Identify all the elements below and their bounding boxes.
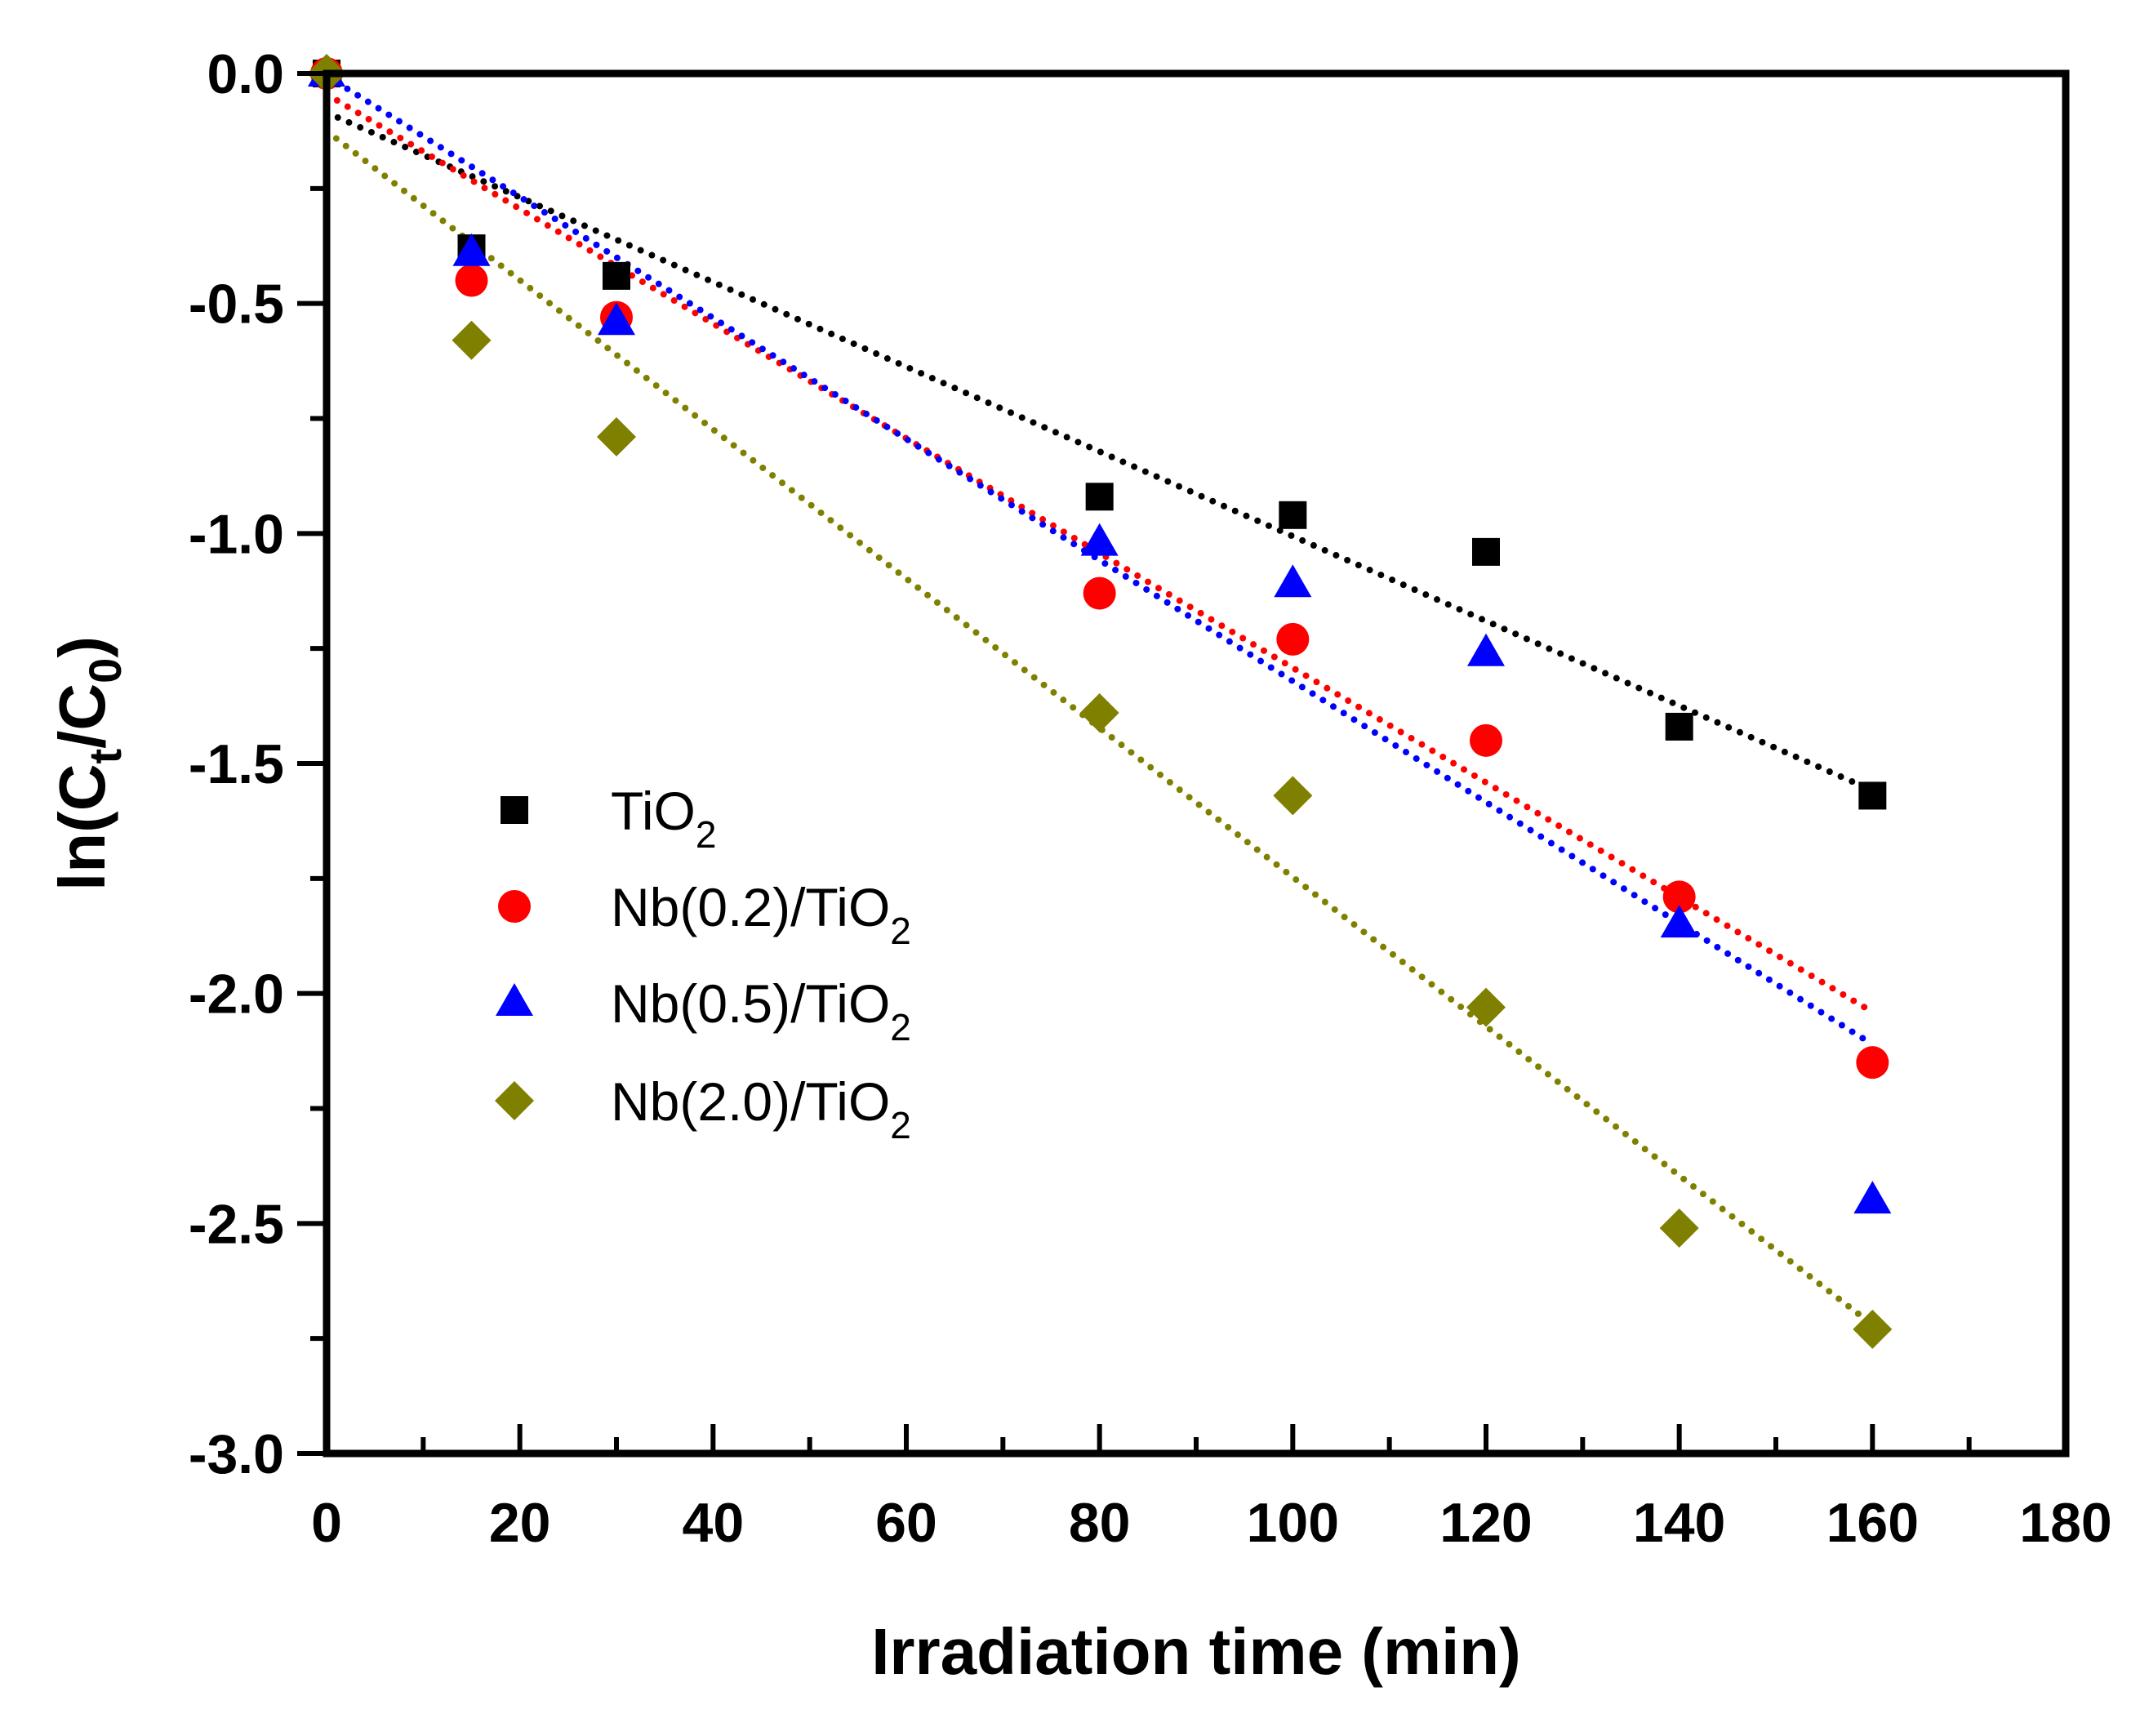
legend-label: TiO2 — [611, 781, 716, 856]
legend-label-main: TiO — [611, 781, 696, 841]
data-point — [597, 417, 636, 457]
x-tick-label: 40 — [683, 1492, 745, 1554]
y-tick-label: -3.0 — [189, 1423, 284, 1485]
data-point — [1276, 622, 1310, 656]
data-point — [1273, 776, 1313, 816]
y-axis-tick-labels: 0.0 -0.5 -1.0 -1.5 -2.0 -2.5 -3.0 — [189, 43, 284, 1485]
y-tick-label: -0.5 — [189, 274, 284, 336]
legend-label-subscript: 2 — [696, 813, 717, 856]
data-point — [1083, 576, 1116, 610]
legend-label-main: Nb(2.0)/TiO — [611, 1071, 890, 1132]
y-tick-label: -2.0 — [189, 964, 284, 1026]
legend-marker — [498, 890, 531, 923]
data-point — [603, 261, 630, 290]
data-point — [1662, 880, 1696, 914]
legend-label: Nb(2.0)/TiO2 — [611, 1071, 911, 1146]
x-axis-title: Irradiation time (min) — [871, 1615, 1521, 1688]
data-point — [1080, 523, 1119, 556]
y-axis-title: ln(Ct/C0) — [46, 636, 131, 891]
legend-label-subscript: 2 — [890, 910, 911, 952]
x-tick-label: 180 — [2019, 1492, 2111, 1554]
x-tick-label: 160 — [1826, 1492, 1919, 1554]
x-tick-label: 120 — [1439, 1492, 1532, 1554]
y-tick-label: -1.0 — [189, 503, 284, 565]
data-point — [1085, 483, 1114, 511]
x-tick-label: 140 — [1633, 1492, 1725, 1554]
y-tick-label: 0.0 — [207, 43, 284, 105]
data-point — [455, 264, 488, 297]
y-tick-label: -2.5 — [189, 1193, 284, 1255]
legend-label-main: Nb(0.2)/TiO — [611, 877, 890, 937]
data-point — [1467, 633, 1505, 666]
data-point — [452, 233, 491, 266]
data-point — [1274, 564, 1312, 598]
legend-label-subscript: 2 — [890, 1104, 911, 1146]
x-tick-label: 0 — [311, 1492, 342, 1554]
x-tick-label: 80 — [1069, 1492, 1131, 1554]
x-tick-label: 20 — [489, 1492, 551, 1554]
x-tick-label: 60 — [875, 1492, 937, 1554]
y-tick-label: -1.5 — [189, 733, 284, 795]
data-point — [1856, 1046, 1889, 1079]
y-axis-title-subscript: 0 — [79, 658, 131, 683]
data-point — [1853, 1309, 1893, 1349]
legend-marker — [496, 983, 533, 1016]
data-point — [1853, 1181, 1892, 1214]
legend-label: Nb(0.2)/TiO2 — [611, 877, 911, 952]
data-point — [1858, 781, 1887, 810]
legend-label-subscript: 2 — [890, 1006, 911, 1048]
data-point — [1660, 905, 1698, 938]
data-point — [1079, 693, 1119, 733]
x-axis-tick-labels: 0 20 40 60 80 100 120 140 160 180 — [311, 1492, 2112, 1554]
data-point — [1659, 1208, 1699, 1248]
data-markers — [307, 54, 1893, 1349]
y-axis-title-part: /C — [46, 683, 118, 749]
legend-marker — [501, 796, 528, 824]
data-point — [1665, 712, 1693, 741]
y-axis-title-part: ) — [46, 636, 118, 658]
data-point — [1472, 537, 1500, 566]
legend-marker — [495, 1081, 534, 1120]
y-axis-title-subscript: t — [79, 749, 131, 764]
y-axis-title-part: ln(C — [46, 763, 118, 891]
data-point — [1279, 501, 1307, 529]
data-point — [598, 302, 635, 336]
data-point — [1470, 723, 1502, 757]
legend-label: Nb(0.5)/TiO2 — [611, 973, 911, 1048]
fit-line — [323, 109, 1876, 795]
fit-line — [323, 72, 1876, 1048]
axis-ticks — [297, 71, 2068, 1456]
data-point — [452, 320, 492, 360]
x-tick-label: 100 — [1247, 1492, 1339, 1554]
data-point — [1466, 987, 1506, 1027]
legend-label-main: Nb(0.5)/TiO — [611, 973, 890, 1034]
